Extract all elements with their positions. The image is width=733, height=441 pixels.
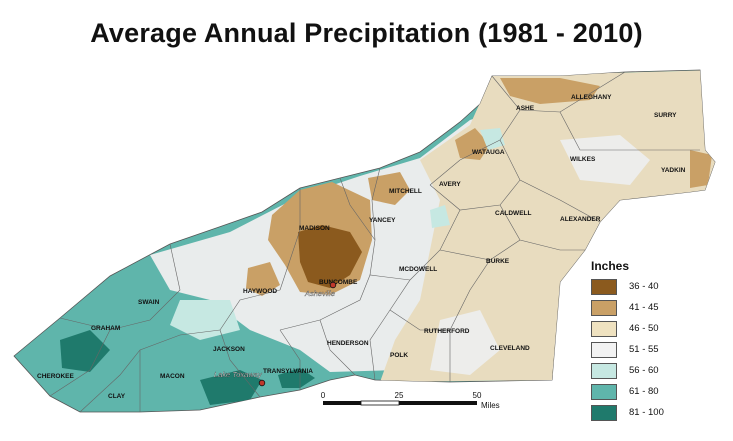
county-label-henderson: HENDERSON [327, 340, 369, 347]
county-label-swain: SWAIN [138, 299, 160, 306]
zone-56-60-a [170, 300, 240, 340]
legend-item: 81 - 100 [591, 402, 701, 423]
legend-item: 61 - 80 [591, 381, 701, 402]
county-label-mitchell: MITCHELL [389, 188, 422, 195]
county-label-wilkes: WILKES [570, 156, 596, 163]
zone-51-55-south [430, 310, 500, 375]
county-label-alexander: ALEXANDER [560, 216, 601, 223]
scale-unit: Miles [481, 401, 500, 410]
legend-label: 51 - 55 [629, 344, 659, 355]
county-label-surry: SURRY [654, 112, 677, 119]
zone-41-45-surry [690, 150, 712, 188]
scale-bar: 0 25 50 Miles [321, 391, 500, 410]
county-label-graham: GRAHAM [91, 325, 120, 332]
zone-81-100-b [200, 370, 262, 405]
legend-swatch [591, 404, 617, 421]
zone-41-45-haywood [246, 262, 280, 296]
legend-swatch [591, 362, 617, 379]
county-label-caldwell: CALDWELL [495, 210, 531, 217]
zone-41-45-mitchell [368, 172, 410, 205]
county-label-haywood: HAYWOOD [243, 288, 277, 295]
county-label-macon: MACON [160, 373, 185, 380]
place-label-lake-toxaway: Lake Toxaway [214, 370, 263, 379]
legend-swatch [591, 341, 617, 358]
legend-label: 56 - 60 [629, 365, 659, 376]
zone-51-55-east [560, 135, 650, 185]
county-label-transylvania: TRANSYLVANIA [263, 368, 313, 375]
legend-swatch [591, 299, 617, 316]
zone-56-60-b [480, 128, 505, 150]
asheville-marker-icon [329, 281, 337, 289]
county-label-buncombe: BUNCOMBE [319, 279, 358, 286]
county-label-mcdowell: MCDOWELL [399, 266, 437, 273]
legend-label: 41 - 45 [629, 302, 659, 313]
zone-56-60-c [430, 205, 450, 228]
county-label-alleghany: ALLEGHANY [571, 94, 612, 101]
county-label-cherokee: CHEROKEE [37, 373, 75, 380]
legend-item: 41 - 45 [591, 297, 701, 318]
legend-label: 36 - 40 [629, 281, 659, 292]
county-label-madison: MADISON [299, 225, 330, 232]
county-label-polk: POLK [390, 352, 408, 359]
scale-tick-25: 25 [395, 391, 404, 400]
legend: Inches 36 - 40 41 - 45 46 - 50 51 - 55 5… [591, 259, 701, 423]
scale-tick-0: 0 [321, 391, 326, 400]
county-labels: ASHE ALLEGHANY SURRY WATAUGA WILKES YADK… [37, 94, 686, 400]
legend-swatch [591, 278, 617, 295]
legend-swatch [591, 383, 617, 400]
legend-items: 36 - 40 41 - 45 46 - 50 51 - 55 56 - 60 … [591, 276, 701, 423]
county-label-ashe: ASHE [516, 105, 535, 112]
place-label-asheville: Asheville [304, 289, 335, 298]
legend-item: 46 - 50 [591, 318, 701, 339]
legend-swatch [591, 320, 617, 337]
lake-toxaway-marker-icon [258, 379, 266, 387]
zone-81-100-c [278, 368, 315, 388]
zone-81-100-a [60, 330, 110, 372]
county-label-yadkin: YADKIN [661, 167, 686, 174]
legend-item: 51 - 55 [591, 339, 701, 360]
legend-title: Inches [591, 259, 630, 273]
county-label-rutherford: RUTHERFORD [424, 328, 470, 335]
zone-41-45-ashe [500, 78, 600, 104]
county-boundaries [49, 71, 700, 413]
county-label-jackson: JACKSON [213, 346, 245, 353]
precipitation-zones [60, 70, 715, 405]
zone-36-40 [298, 225, 362, 288]
scale-tick-50: 50 [473, 391, 482, 400]
county-label-burke: BURKE [486, 258, 510, 265]
county-label-avery: AVERY [439, 181, 461, 188]
map-title: Average Annual Precipitation (1981 - 201… [90, 18, 643, 48]
legend-label: 81 - 100 [629, 407, 664, 418]
legend-item: 56 - 60 [591, 360, 701, 381]
zone-41-45-watauga [455, 128, 490, 160]
county-label-yancey: YANCEY [369, 217, 396, 224]
legend-label: 61 - 80 [629, 386, 659, 397]
county-label-clay: CLAY [108, 393, 126, 400]
legend-item: 36 - 40 [591, 276, 701, 297]
county-label-cleveland: CLEVELAND [490, 345, 530, 352]
legend-label: 46 - 50 [629, 323, 659, 334]
county-label-watauga: WATAUGA [472, 149, 505, 156]
